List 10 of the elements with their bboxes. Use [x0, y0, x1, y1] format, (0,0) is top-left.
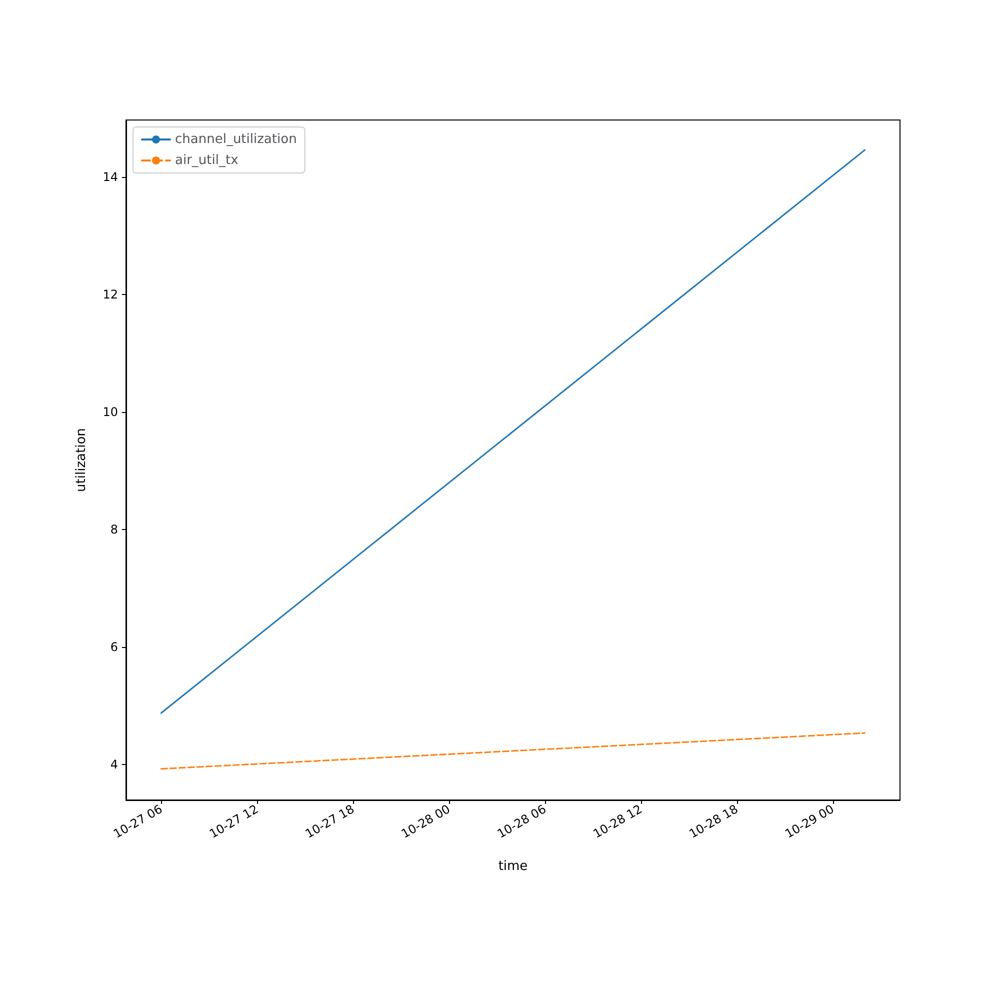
- y-axis-title: utilization: [74, 428, 89, 492]
- y-tick-label: 8: [110, 522, 118, 537]
- y-tick-label: 6: [110, 640, 118, 654]
- y-tick-label: 10: [102, 405, 118, 420]
- legend-label: channel_utilization: [175, 132, 297, 147]
- y-tick-label: 14: [102, 170, 118, 184]
- y-tick-label: 12: [102, 288, 118, 302]
- legend-label: air_util_tx: [175, 153, 239, 168]
- y-tick-label: 4: [110, 758, 118, 772]
- x-axis-title: time: [498, 859, 528, 874]
